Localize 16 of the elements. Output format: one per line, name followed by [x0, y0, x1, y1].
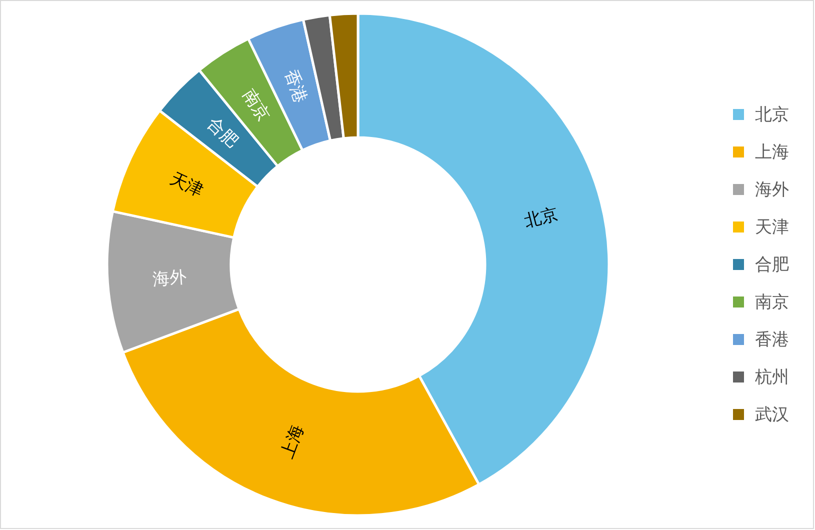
- slice-label: 香港: [281, 66, 310, 106]
- legend-label: 北京: [755, 105, 789, 124]
- slice-label: 上海: [277, 422, 308, 461]
- slice-label: 合肥: [204, 114, 242, 152]
- legend-label: 合肥: [755, 255, 789, 274]
- slice-label: 天津: [167, 168, 206, 200]
- legend-label: 天津: [755, 218, 789, 236]
- legend-label: 武汉: [755, 405, 789, 424]
- legend-label: 香港: [755, 330, 789, 349]
- slice-label: 南京: [239, 86, 274, 125]
- legend-label: 海外: [755, 180, 789, 199]
- slice-label: 北京: [522, 204, 560, 231]
- legend-label: 上海: [755, 142, 789, 162]
- slice-label: 海外: [152, 267, 188, 289]
- legend-label: 杭州: [754, 368, 789, 386]
- legend-label: 南京: [755, 292, 789, 312]
